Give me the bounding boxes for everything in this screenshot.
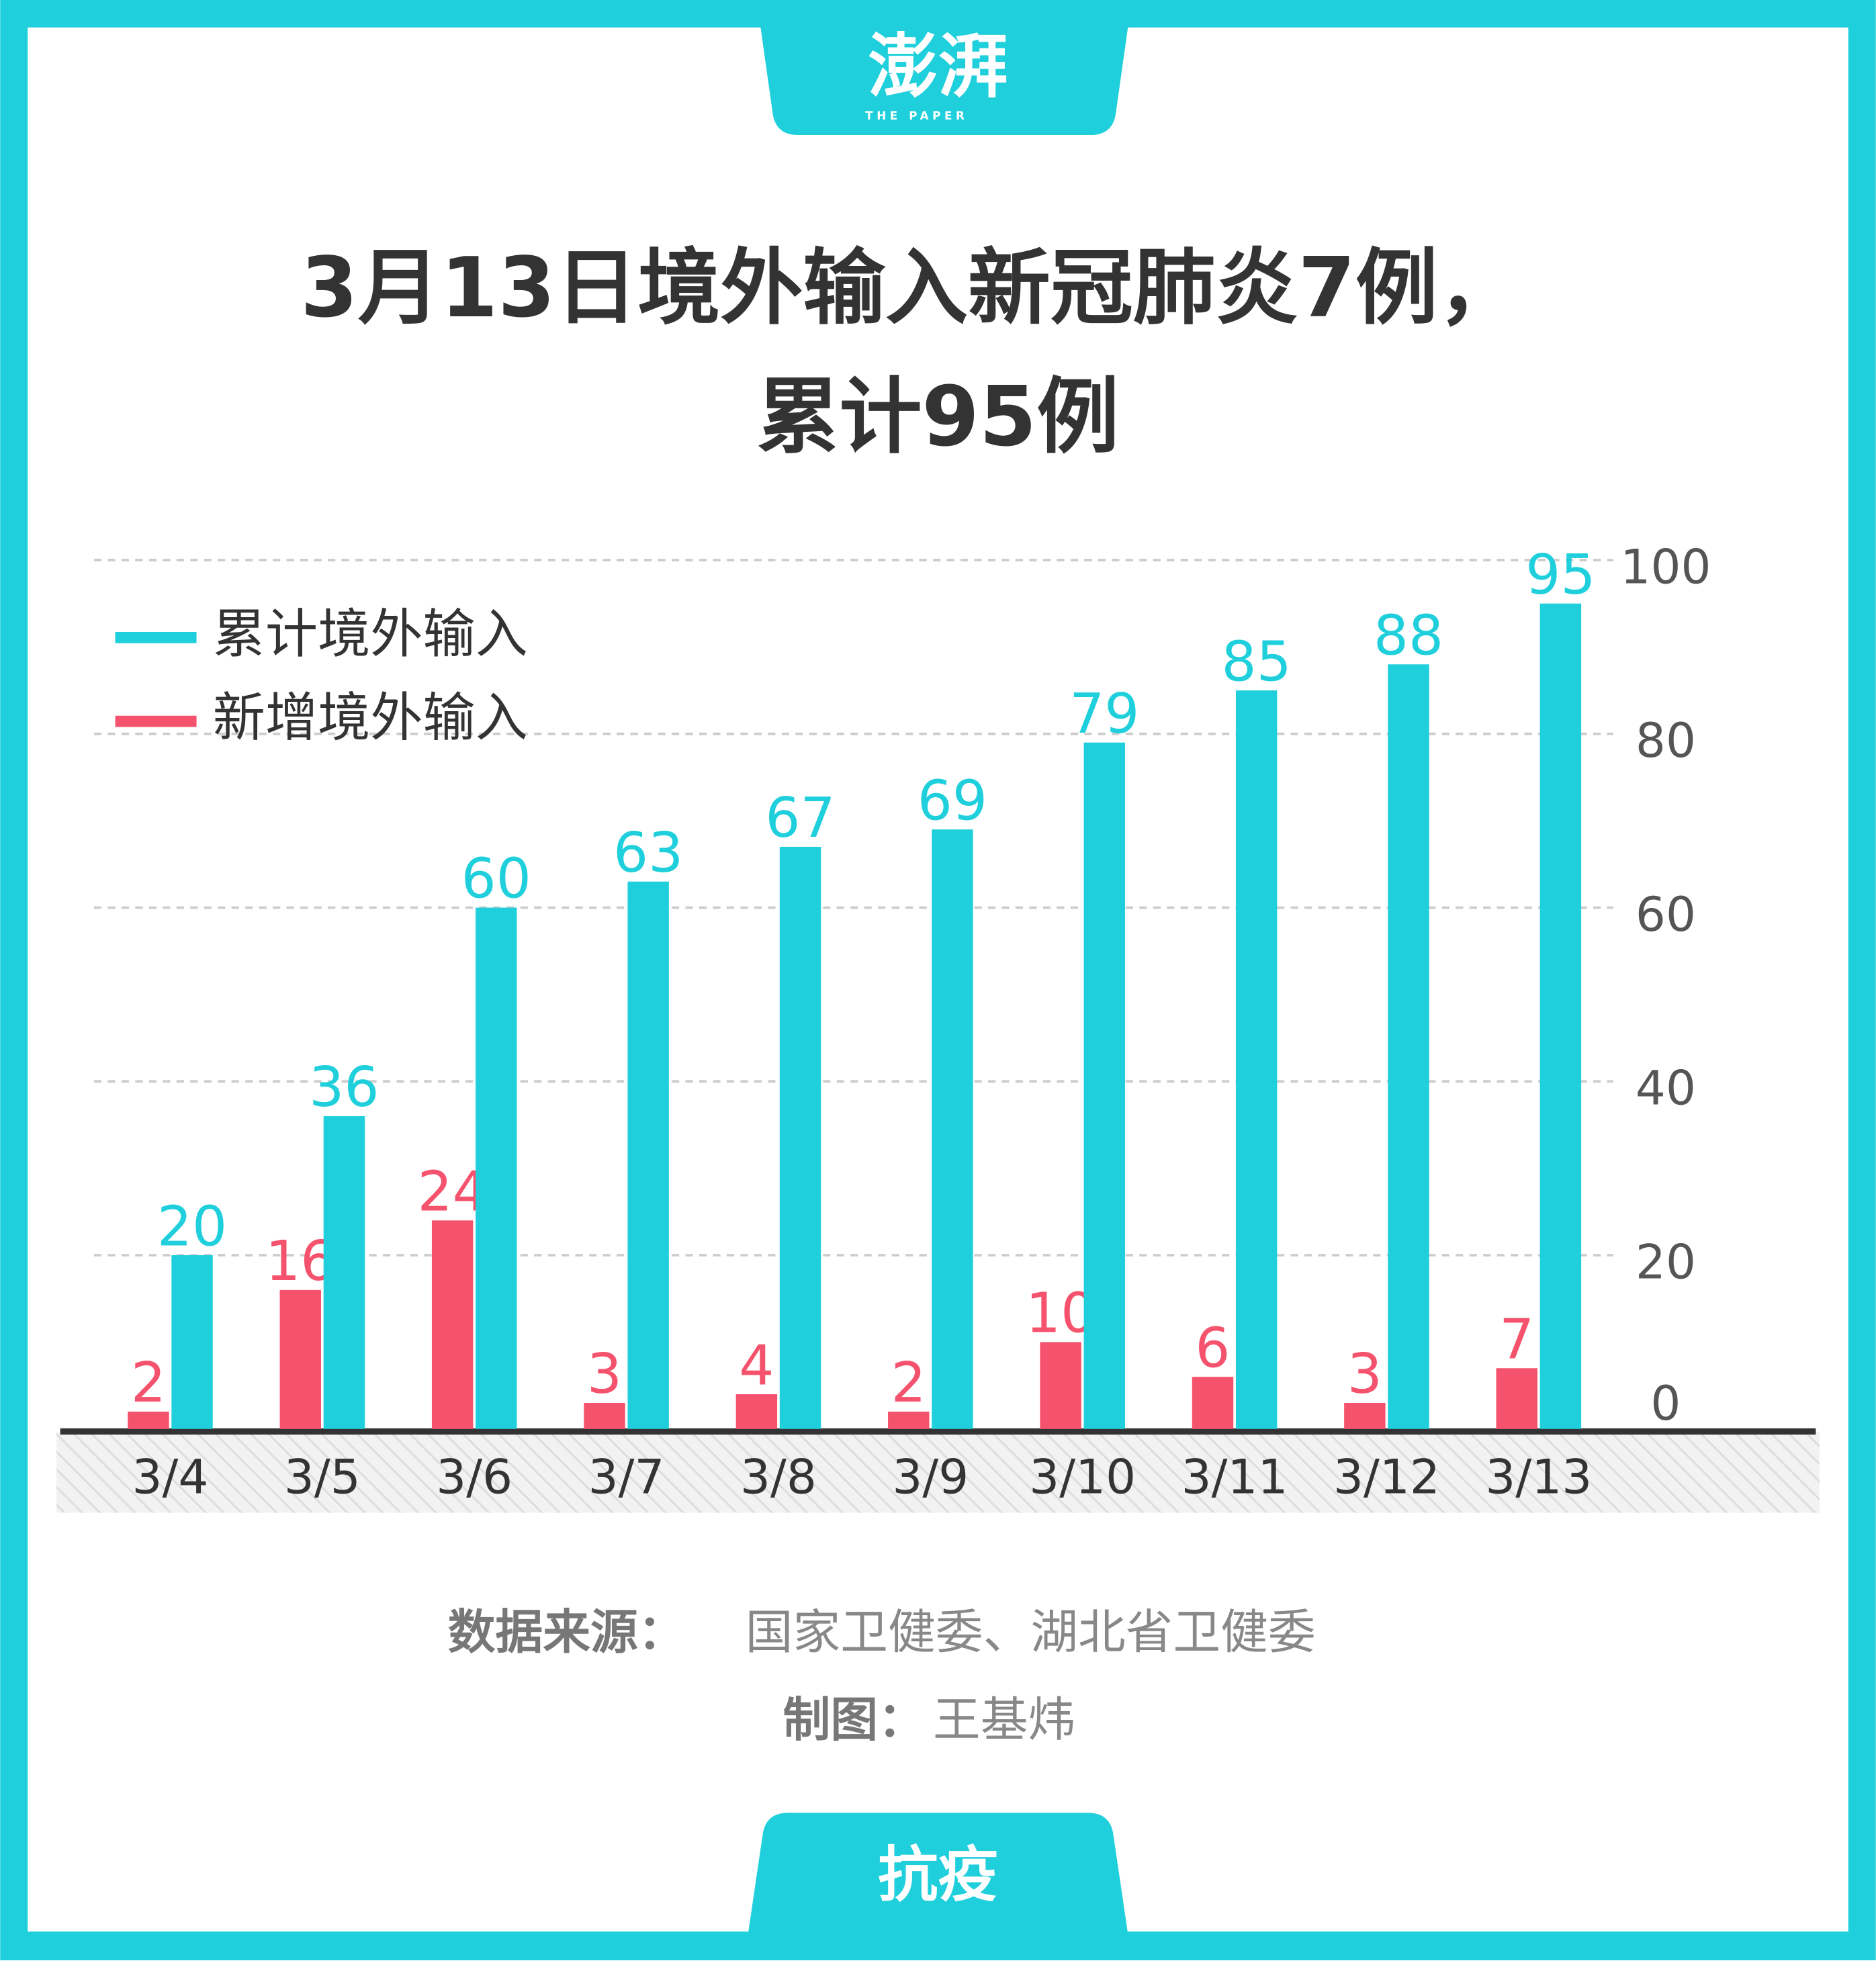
value-label: 88 [1374,604,1443,668]
credit-text: 王基炜 [933,1692,1075,1747]
value-label: 20 [157,1195,227,1259]
y-tick-label: 0 [1650,1375,1681,1431]
value-label: 36 [309,1056,379,1120]
bar [1192,1377,1234,1429]
logo-sub: THE PAPER [865,109,968,122]
value-label: 63 [613,821,683,885]
x-tick-label: 3/12 [1333,1449,1440,1505]
bar [171,1255,213,1429]
top-tab [756,0,1132,136]
bar [279,1289,321,1429]
value-label: 3 [587,1342,622,1406]
logo: 澎湃 [868,25,1008,107]
bar [888,1411,930,1429]
bar [1344,1403,1386,1429]
bar [1083,742,1125,1429]
footer-tag: 抗疫 [878,1840,998,1910]
bar [1539,603,1582,1429]
bar [932,829,973,1429]
bar [1235,690,1278,1429]
bar [476,907,517,1429]
x-tick-label: 3/7 [588,1449,665,1505]
y-tick-label: 40 [1636,1060,1696,1116]
bar [1388,664,1429,1429]
value-label: 95 [1525,543,1595,607]
value-label: 4 [739,1334,774,1398]
bar [1496,1368,1537,1429]
bottom-tab [744,1813,1132,1960]
value-label: 7 [1499,1308,1534,1371]
value-label: 6 [1195,1316,1230,1380]
bar [584,1403,625,1429]
y-tick-label: 80 [1636,713,1696,768]
source-text: 国家卫健委、湖北省卫健委 [746,1604,1316,1660]
x-tick-label: 3/11 [1181,1449,1288,1505]
bar [323,1116,365,1429]
bar [1040,1342,1081,1429]
legend-label: 累计境外输入 [213,604,528,665]
x-tick-label: 3/10 [1029,1449,1136,1505]
bar [627,881,669,1429]
value-label: 3 [1347,1342,1382,1406]
value-label: 85 [1222,630,1292,694]
bar [128,1411,169,1429]
value-label: 79 [1069,682,1139,746]
chart-title: 累计95例 [757,369,1120,465]
y-tick-label: 60 [1636,886,1696,942]
x-tick-label: 3/8 [740,1449,817,1505]
y-tick-label: 100 [1620,539,1711,594]
value-label: 69 [918,769,987,833]
y-tick-label: 20 [1636,1234,1696,1289]
source-label: 数据来源： [448,1604,686,1660]
credit-label: 制图： [783,1692,926,1747]
value-label: 2 [131,1351,166,1415]
x-tick-label: 3/6 [436,1449,512,1505]
legend-label: 新增境外输入 [213,688,528,749]
bar [735,1394,778,1429]
chart-title: 3月13日境外输入新冠肺炎7例， [300,240,1520,336]
bar [431,1220,474,1429]
x-tick-label: 3/5 [284,1449,361,1505]
value-label: 60 [461,848,531,911]
x-tick-label: 3/4 [132,1449,209,1505]
axis-band [56,1432,1820,1513]
x-tick-label: 3/9 [892,1449,969,1505]
value-label: 2 [891,1351,926,1415]
x-tick-label: 3/13 [1485,1449,1592,1505]
value-label: 67 [765,786,835,850]
bar [779,846,821,1429]
